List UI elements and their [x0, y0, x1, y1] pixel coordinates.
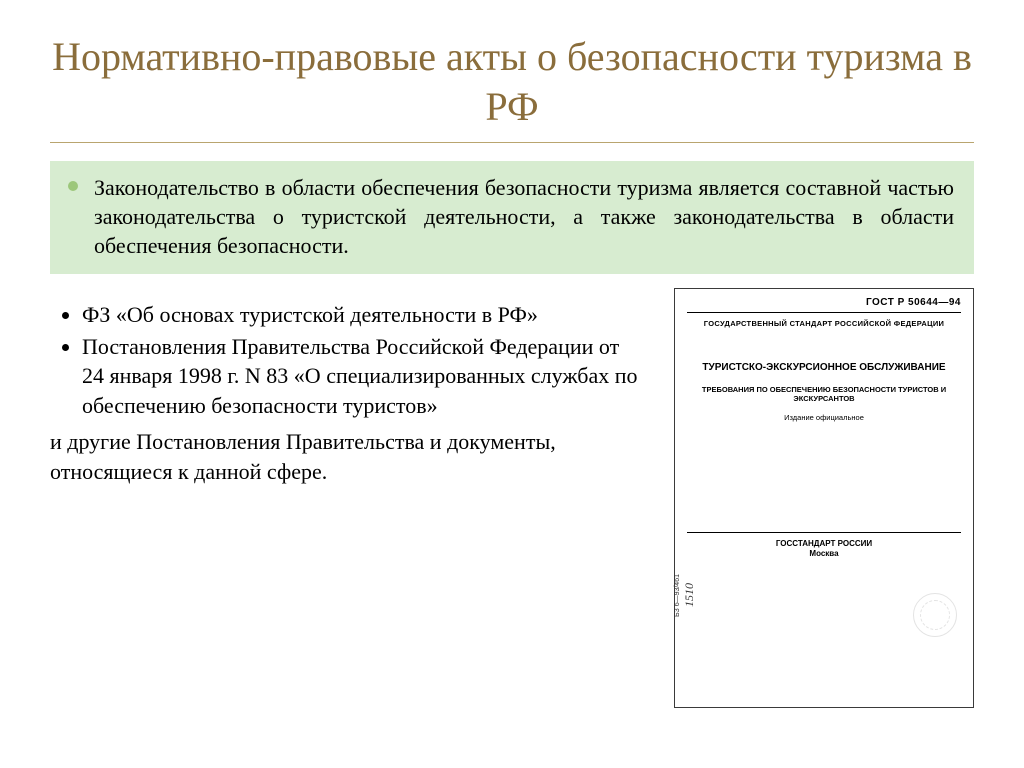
slide-title: Нормативно-правовые акты о безопасности …	[0, 0, 1024, 142]
list-item: Постановления Правительства Российской Ф…	[82, 332, 644, 421]
stamp-icon	[913, 593, 957, 637]
gost-footer-line2: Москва	[809, 549, 838, 558]
gost-divider	[687, 312, 961, 313]
highlight-text: Законодательство в области обеспечения б…	[94, 175, 954, 258]
left-column: ФЗ «Об основах туристской деятельности в…	[50, 300, 644, 708]
slide: Нормативно-правовые акты о безопасности …	[0, 0, 1024, 768]
highlight-box: Законодательство в области обеспечения б…	[50, 161, 974, 274]
title-underline	[50, 142, 974, 143]
gost-main-title: ТУРИСТСКО-ЭКСКУРСИОННОЕ ОБСЛУЖИВАНИЕ	[687, 362, 961, 375]
gost-number: ГОСТ Р 50644—94	[687, 297, 961, 308]
gost-document: ГОСТ Р 50644—94 ГОСУДАРСТВЕННЫЙ СТАНДАРТ…	[674, 288, 974, 708]
gost-footer: ГОССТАНДАРТ РОССИИ Москва	[687, 539, 961, 558]
list-item: ФЗ «Об основах туристской деятельности в…	[82, 300, 644, 330]
gost-side-code: БЗ 6—93/461	[674, 574, 681, 617]
gost-footer-line1: ГОССТАНДАРТ РОССИИ	[776, 539, 872, 548]
gost-edition: Издание официальное	[687, 413, 961, 422]
content-row: ФЗ «Об основах туристской деятельности в…	[0, 274, 1024, 708]
tail-text: и другие Постановления Правительства и д…	[50, 427, 644, 486]
bullet-list: ФЗ «Об основах туристской деятельности в…	[50, 300, 644, 421]
gost-subhead: ГОСУДАРСТВЕННЫЙ СТАНДАРТ РОССИЙСКОЙ ФЕДЕ…	[687, 319, 961, 328]
gost-side-num: 1510	[682, 583, 697, 607]
gost-requirements: ТРЕБОВАНИЯ ПО ОБЕСПЕЧЕНИЮ БЕЗОПАСНОСТИ Т…	[687, 385, 961, 404]
bullet-icon	[68, 181, 78, 191]
gost-divider	[687, 532, 961, 533]
